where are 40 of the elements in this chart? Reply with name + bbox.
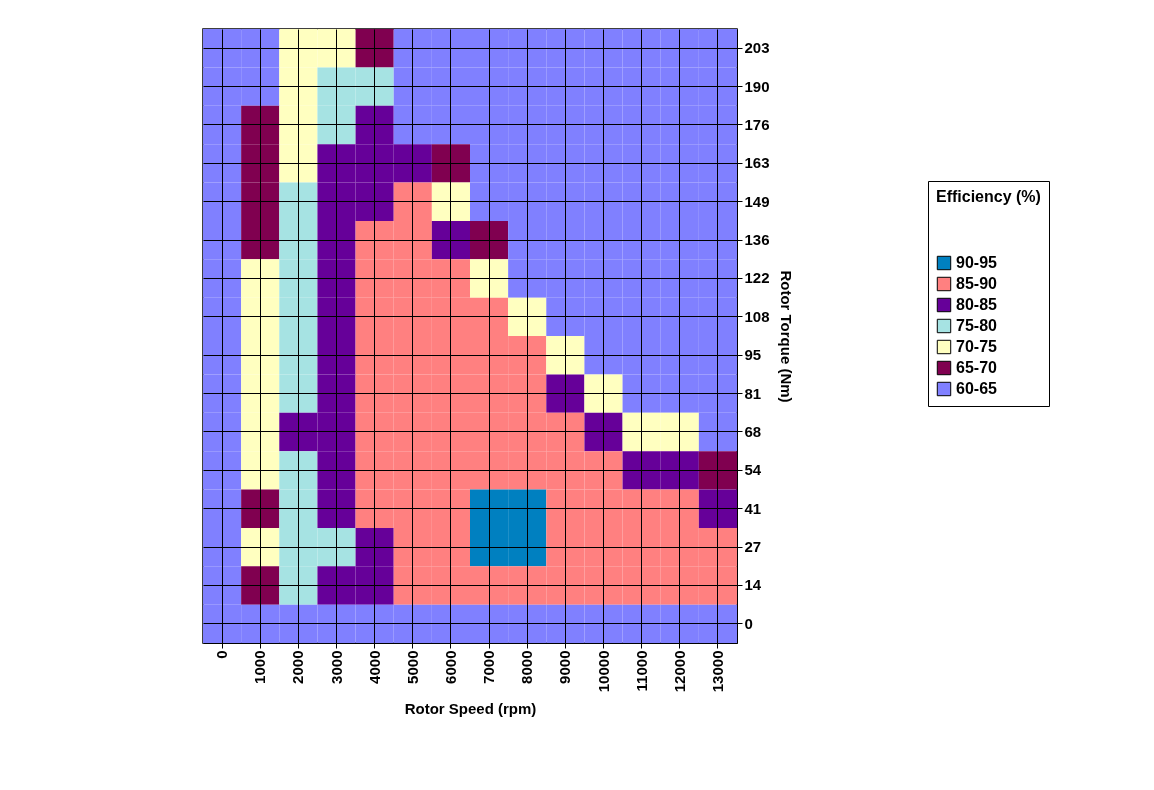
y-tick-label: 163 (744, 154, 770, 172)
x-tick-label: 6000 (441, 650, 459, 684)
y-axis-title: Rotor Torque (Nm) (777, 270, 795, 403)
x-tick-label: 1000 (251, 650, 269, 684)
x-axis-title: Rotor Speed (rpm) (404, 700, 537, 718)
legend-title: Efficiency (%) (936, 188, 1041, 205)
y-tick-label: 81 (744, 384, 762, 402)
y-tick-label: 122 (744, 269, 770, 287)
color-bar-label: 75-80 (956, 317, 998, 334)
y-tick-label: 149 (744, 192, 770, 210)
y-tick-label: 27 (744, 538, 762, 556)
x-tick-label: 3000 (327, 650, 345, 684)
x-tick-label: 4000 (365, 650, 383, 684)
color-bar-label: 60-65 (956, 380, 998, 397)
x-tick-label: 10000 (594, 650, 612, 693)
x-tick-label: 8000 (518, 650, 536, 684)
y-tick-label: 95 (744, 346, 762, 364)
x-tick-label: 11000 (632, 650, 650, 692)
y-tick-label: 108 (744, 307, 770, 325)
y-tick-label: 14 (744, 576, 762, 594)
y-tick-label: 0 (744, 614, 753, 632)
y-tick-label: 68 (744, 422, 762, 440)
x-tick-label: 9000 (556, 650, 574, 684)
y-tick-label: 54 (744, 461, 762, 479)
x-tick-label: 7000 (480, 650, 498, 684)
y-tick-label: 203 (744, 39, 770, 57)
x-tick-label: 0 (213, 650, 231, 659)
y-tick-label: 190 (744, 77, 770, 95)
x-tick-label: 13000 (708, 650, 726, 693)
y-tick-label: 136 (744, 231, 770, 249)
x-tick-label: 5000 (403, 650, 421, 684)
y-tick-label: 41 (744, 499, 762, 517)
x-tick-label: 2000 (289, 650, 307, 684)
x-tick-label: 12000 (670, 650, 688, 693)
color-bar-label: 70-75 (956, 338, 998, 355)
color-bar-label: 85-90 (956, 275, 998, 292)
color-bar-label: 90-95 (956, 254, 998, 271)
y-tick-label: 176 (744, 115, 770, 133)
color-bar-label: 80-85 (956, 296, 998, 313)
color-bar-label: 65-70 (956, 359, 998, 376)
